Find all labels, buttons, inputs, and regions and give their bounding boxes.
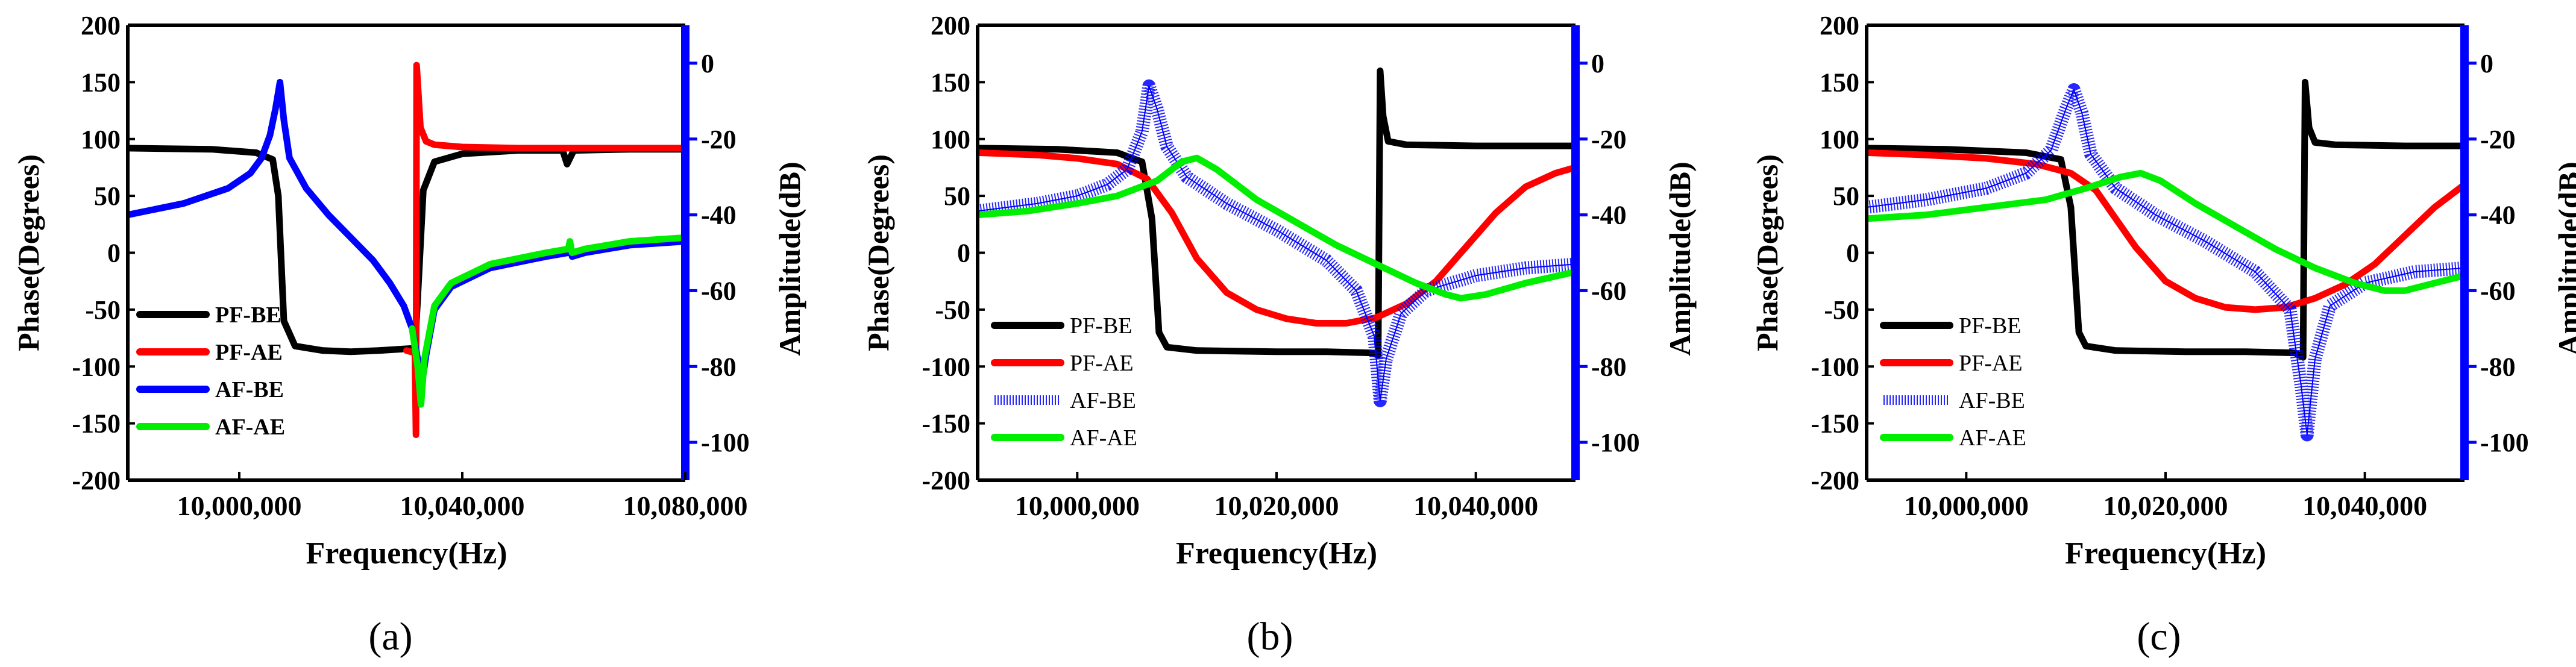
right-y-tick-label: -20 — [1591, 125, 1627, 154]
right-y-tick-label: -100 — [2480, 428, 2529, 457]
left-y-axis-title: Phase(Degrees) — [861, 154, 895, 351]
left-y-tick-label: -150 — [1811, 409, 1859, 439]
series-line-pf-be — [978, 67, 1575, 359]
left-y-tick-label: 200 — [1820, 11, 1859, 40]
left-y-axis-title: Phase(Degrees) — [11, 154, 45, 351]
panel-label: (b) — [1247, 615, 1293, 659]
left-y-tick-label: -100 — [922, 352, 970, 381]
x-tick-label: 10,000,000 — [1015, 490, 1140, 521]
left-y-tick-label: 50 — [94, 181, 121, 211]
left-y-tick-label: -100 — [72, 352, 121, 381]
x-tick-label: 10,040,000 — [2302, 490, 2427, 521]
left-y-tick-label: 150 — [1820, 67, 1859, 97]
left-y-tick-label: -150 — [72, 409, 121, 439]
series-line-af-be — [128, 78, 685, 385]
left-y-tick-label: -50 — [85, 295, 121, 325]
left-y-tick-label: 200 — [81, 11, 121, 40]
left-y-tick-label: 100 — [81, 125, 121, 154]
series-line-af-be-core — [1867, 89, 2464, 436]
panel-label: (a) — [368, 615, 412, 659]
series-line-pf-ae — [978, 149, 1575, 327]
series-group — [128, 61, 685, 438]
x-axis-title: Frequency(Hz) — [306, 536, 507, 571]
right-y-tick-label: -40 — [701, 201, 737, 230]
left-y-tick-label: 0 — [1846, 239, 1859, 268]
legend-label-af-ae: AF-AE — [215, 415, 285, 440]
left-y-tick-label: 50 — [944, 181, 970, 211]
right-y-tick-label: -80 — [1591, 352, 1627, 381]
right-y-tick-label: -20 — [2480, 125, 2516, 154]
x-axis-title: Frequency(Hz) — [2065, 536, 2266, 571]
series-group — [1867, 78, 2464, 442]
left-y-tick-label: 200 — [931, 11, 970, 40]
right-y-axis-title: Amplitude(dB) — [773, 161, 806, 355]
x-tick-label: 10,000,000 — [1904, 490, 2029, 521]
right-y-axis-title: Amplitude(dB) — [2552, 161, 2576, 355]
right-y-tick-label: 0 — [701, 49, 714, 78]
right-y-tick-label: 0 — [1591, 49, 1604, 78]
x-tick-label: 10,020,000 — [1214, 490, 1339, 521]
legend-label-pf-be: PF-BE — [1959, 313, 2021, 339]
x-axis-title: Frequency(Hz) — [1176, 536, 1377, 571]
legend-label-pf-ae: PF-AE — [1070, 351, 1134, 376]
legend-label-af-be: AF-BE — [215, 377, 284, 402]
legend-label-pf-ae: PF-AE — [215, 340, 283, 365]
right-y-tick-label: -80 — [2480, 352, 2516, 381]
series-line-af-ae — [1867, 169, 2464, 294]
left-y-tick-label: 100 — [931, 125, 970, 154]
left-y-tick-label: 0 — [107, 239, 121, 268]
left-y-tick-label: 0 — [957, 239, 970, 268]
right-y-tick-label: -80 — [701, 352, 737, 381]
left-y-tick-label: -100 — [1811, 352, 1859, 381]
series-line-af-ae — [978, 154, 1575, 302]
x-tick-label: 10,040,000 — [400, 490, 525, 521]
right-y-tick-label: -20 — [701, 125, 737, 154]
chart-panel-b: -200-150-100-50050100150200-100-80-60-40… — [861, 11, 1697, 659]
chart-panel-c: -200-150-100-50050100150200-100-80-60-40… — [1750, 11, 2576, 659]
legend-label-af-be: AF-BE — [1959, 388, 2025, 413]
left-y-tick-label: -200 — [922, 466, 970, 495]
left-y-tick-label: -50 — [935, 295, 970, 325]
legend-label-pf-ae: PF-AE — [1959, 351, 2023, 376]
right-y-tick-label: -100 — [701, 428, 750, 457]
right-y-tick-label: -60 — [701, 276, 737, 305]
series-line-af-be-core — [978, 85, 1575, 401]
right-y-tick-label: 0 — [2480, 49, 2493, 78]
legend-label-af-ae: AF-AE — [1070, 425, 1137, 451]
left-y-tick-label: -200 — [72, 466, 121, 495]
x-tick-label: 10,040,000 — [1413, 490, 1538, 521]
right-y-axis-title: Amplitude(dB) — [1663, 161, 1697, 355]
panel-label: (c) — [2137, 615, 2181, 659]
right-y-tick-label: -60 — [1591, 276, 1627, 305]
left-y-axis-title: Phase(Degrees) — [1750, 154, 1784, 351]
legend-label-pf-be: PF-BE — [215, 302, 281, 328]
legend-label-af-ae: AF-AE — [1959, 425, 2026, 451]
x-tick-label: 10,020,000 — [2103, 490, 2228, 521]
right-y-tick-label: -60 — [2480, 276, 2516, 305]
left-y-tick-label: 100 — [1820, 125, 1859, 154]
right-y-tick-label: -40 — [1591, 201, 1627, 230]
right-y-tick-label: -100 — [1591, 428, 1640, 457]
left-y-tick-label: -200 — [1811, 466, 1859, 495]
right-y-tick-label: -40 — [2480, 201, 2516, 230]
series-line-af-ae — [409, 234, 685, 408]
chart-panel-a: -200-150-100-50050100150200-100-80-60-40… — [11, 11, 806, 659]
x-tick-label: 10,080,000 — [623, 490, 748, 521]
left-y-tick-label: 150 — [81, 67, 121, 97]
left-y-tick-label: -150 — [922, 409, 970, 439]
series-group — [978, 67, 1575, 407]
left-y-tick-label: 50 — [1833, 181, 1859, 211]
series-line-pf-ae — [403, 61, 685, 438]
series-line-pf-be — [1867, 78, 2464, 361]
left-y-tick-label: 150 — [931, 67, 970, 97]
legend-label-af-be: AF-BE — [1070, 388, 1136, 413]
legend-label-pf-be: PF-BE — [1070, 313, 1132, 339]
x-tick-label: 10,000,000 — [177, 490, 302, 521]
left-y-tick-label: -50 — [1824, 295, 1859, 325]
